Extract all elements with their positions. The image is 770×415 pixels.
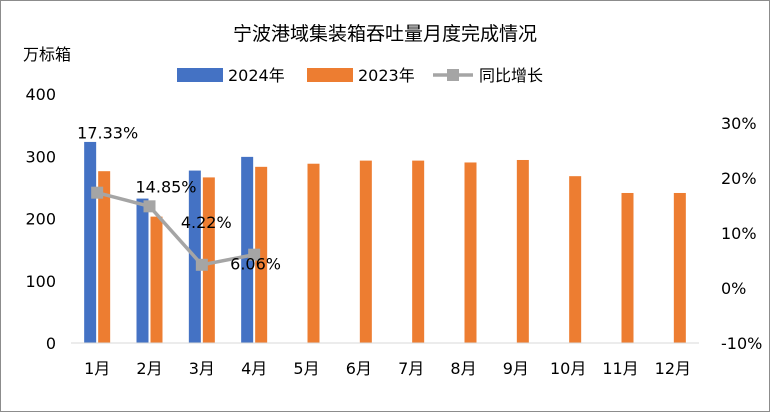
growth-marker [143, 200, 156, 213]
y-tick-label: 100 [25, 272, 56, 291]
growth-marker [91, 186, 104, 199]
chart-title: 宁波港域集装箱吞吐量月度完成情况 [233, 23, 537, 45]
x-axis: 1月 2月 3月 4月 5月 6月 7月 8月 9月 10月 11月 12月 [71, 342, 699, 378]
x-tick-label: 12月 [655, 359, 691, 378]
legend-label: 2024年 [228, 66, 285, 85]
y-axis-label: 万标箱 [23, 45, 71, 64]
bar-series-2 [255, 166, 268, 343]
x-tick-label: 6月 [346, 359, 372, 378]
bar-series-2 [621, 192, 634, 343]
x-tick-label: 7月 [398, 359, 424, 378]
bar-series-2 [307, 163, 320, 343]
bar-series-1 [136, 198, 149, 343]
bars [84, 141, 686, 343]
growth-data-label: 4.22% [181, 213, 232, 232]
bar-series-2 [673, 192, 686, 343]
legend-label: 同比增长 [479, 66, 543, 85]
x-tick-label: 3月 [189, 359, 215, 378]
legend: 2024年 2023年 同比增长 [177, 66, 543, 85]
bar-series-2 [516, 159, 529, 343]
y-tick-label: 200 [25, 210, 56, 229]
growth-data-label: 17.33% [77, 124, 138, 143]
x-tick-label: 10月 [550, 359, 586, 378]
x-tick-label: 9月 [503, 359, 529, 378]
bar-series-2 [412, 160, 425, 343]
y-tick-label: 400 [25, 85, 56, 104]
y2-tick-label: -10% [721, 334, 762, 353]
y2-tick-label: 10% [721, 224, 757, 243]
growth-marker [248, 248, 261, 261]
legend-swatch [307, 68, 353, 82]
bar-series-2 [202, 177, 215, 343]
x-tick-label: 5月 [293, 359, 319, 378]
legend-swatch-marker [447, 69, 459, 81]
y-tick-label: 300 [25, 147, 56, 166]
x-tick-label: 1月 [84, 359, 110, 378]
bar-series-2 [98, 171, 111, 343]
x-tick-label: 2月 [136, 359, 162, 378]
bar-series-2 [359, 160, 372, 343]
y-tick-label: 0 [46, 334, 56, 353]
y2-tick-label: 20% [721, 169, 757, 188]
bar-series-2 [569, 176, 582, 343]
growth-line: 17.33% 14.85% 4.22% 6.06% [77, 124, 281, 274]
bar-series-1 [84, 141, 97, 343]
x-tick-label: 11月 [602, 359, 638, 378]
bar-series-1 [241, 156, 254, 343]
y-axis: 0 100 200 300 400 [25, 85, 56, 353]
y2-tick-label: 0% [721, 279, 746, 298]
growth-polyline [96, 190, 255, 267]
bar-series-2 [150, 216, 163, 343]
growth-marker [195, 258, 208, 271]
legend-swatch [177, 68, 223, 82]
growth-data-label: 14.85% [136, 177, 197, 196]
bar-series-2 [464, 162, 477, 343]
legend-label: 2023年 [358, 66, 415, 85]
y2-axis: -10% 0% 10% 20% 30% [721, 114, 762, 353]
y2-tick-label: 30% [721, 114, 757, 133]
x-tick-label: 8月 [450, 359, 476, 378]
growth-data-label: 6.06% [230, 255, 281, 274]
x-tick-label: 4月 [241, 359, 267, 378]
